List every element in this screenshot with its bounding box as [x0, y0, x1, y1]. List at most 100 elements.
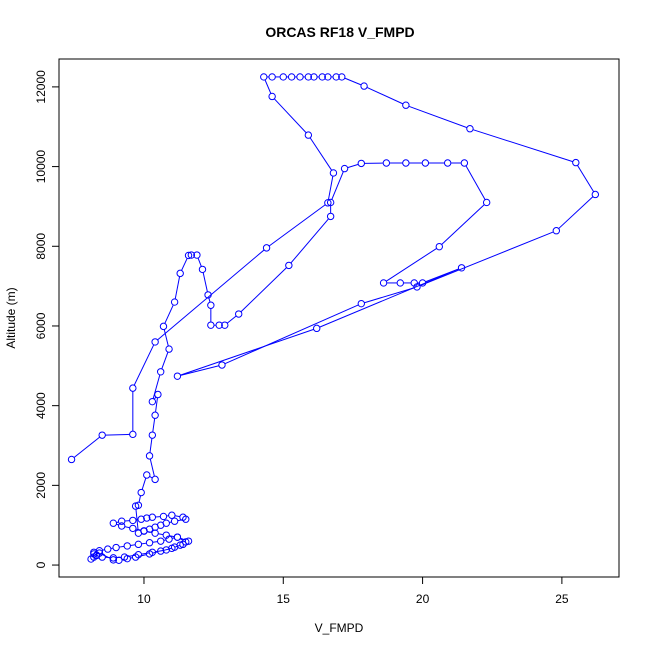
x-axis-label: V_FMPD [315, 621, 364, 635]
series-line-segment [364, 287, 415, 304]
series-line-segment [385, 248, 437, 282]
series-line-segment [331, 171, 344, 200]
x-tick-label: 15 [277, 592, 291, 606]
series-line-segment [465, 165, 486, 200]
y-tick-label: 12000 [34, 70, 48, 104]
data-point [176, 269, 184, 278]
data-point [156, 547, 165, 555]
data-point [329, 169, 338, 177]
y-tick-label: 6000 [34, 312, 48, 339]
data-point [170, 298, 179, 306]
data-point [179, 540, 187, 549]
data-point [129, 384, 137, 392]
series-line-segment [558, 196, 594, 229]
series-line-segment [161, 351, 169, 369]
data-point [204, 291, 212, 299]
series-line-segment [73, 436, 100, 458]
series-line-segment [180, 537, 186, 541]
x-tick-label: 25 [555, 592, 569, 606]
series-line-segment [124, 526, 130, 529]
series-line-segment [290, 218, 329, 264]
series-line-segment [155, 397, 158, 413]
series-line-segment [366, 86, 404, 105]
y-tick-label: 0 [34, 561, 48, 568]
series-line-segment [180, 365, 220, 376]
data-point [137, 488, 145, 497]
series-line-segment [135, 509, 139, 531]
data-point [148, 548, 157, 556]
data-point [218, 361, 226, 369]
data-point [435, 242, 443, 251]
series-line-segment [141, 477, 147, 490]
data-point [182, 515, 190, 523]
data-point [552, 227, 561, 235]
data-point [109, 554, 118, 562]
series-line-segment [319, 268, 459, 328]
data-point [466, 125, 474, 133]
data-point [159, 512, 168, 521]
data-point [143, 471, 151, 479]
data-series [67, 73, 600, 564]
data-point [296, 73, 304, 81]
series-line-segment [347, 163, 359, 169]
series-line-segment [174, 276, 181, 300]
data-point [162, 531, 170, 539]
series-line-segment [149, 458, 155, 477]
data-point [173, 533, 182, 541]
data-point [340, 164, 349, 173]
data-point [198, 265, 207, 274]
data-point [268, 73, 276, 81]
data-point [357, 159, 365, 168]
data-point [129, 516, 137, 525]
y-tick-label: 8000 [34, 233, 48, 260]
data-point [104, 545, 112, 553]
data-point [156, 368, 165, 376]
data-point [396, 279, 404, 287]
series-line-segment [164, 304, 174, 324]
data-point [168, 511, 176, 519]
data-point [287, 73, 296, 81]
data-point [332, 73, 340, 81]
series-line-segment [202, 272, 208, 292]
data-point [279, 73, 287, 81]
data-point [173, 372, 182, 380]
data-point [159, 322, 168, 331]
series-line-segment [174, 515, 180, 518]
data-point [382, 159, 391, 167]
series-line-segment [197, 257, 202, 267]
data-point [310, 73, 318, 81]
series-line-segment [152, 418, 156, 433]
x-tick-label: 10 [137, 592, 151, 606]
data-point [151, 475, 159, 484]
data-point [326, 212, 335, 221]
data-point [148, 431, 157, 439]
series-line-segment [133, 344, 155, 386]
series-line-segment [155, 549, 164, 553]
x-axis: 10 15 20 25 [137, 576, 569, 606]
series-line-segment [240, 267, 287, 313]
data-point [221, 321, 229, 329]
data-point [338, 73, 346, 81]
data-point [379, 279, 388, 287]
data-point [207, 301, 215, 309]
data-point [207, 321, 215, 329]
data-point [145, 539, 154, 547]
series-line-segment [130, 544, 136, 546]
series-line-segment [105, 433, 130, 436]
data-point [117, 517, 126, 525]
data-point [360, 82, 368, 90]
plot-frame [58, 58, 620, 578]
series-line-segment [138, 554, 147, 557]
series-line-segment [149, 438, 153, 453]
data-point [134, 529, 143, 537]
data-point [591, 190, 600, 199]
data-point [304, 131, 313, 139]
data-point [318, 73, 326, 81]
series-line-segment [419, 231, 554, 287]
y-tick-label: 2000 [34, 472, 48, 499]
series-line-segment [327, 176, 334, 200]
data-point [134, 550, 143, 559]
data-point [148, 397, 157, 406]
data-point [67, 455, 76, 464]
data-point [151, 411, 159, 419]
